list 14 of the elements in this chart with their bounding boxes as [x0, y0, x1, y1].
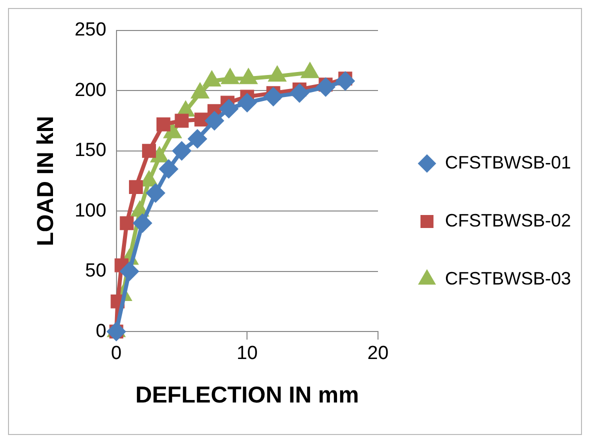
legend-label: CFSTBWSB-03	[444, 268, 572, 288]
y-tick-label: 0	[96, 320, 106, 342]
legend-label: CFSTBWSB-01	[444, 152, 572, 172]
y-tick-label: 50	[85, 260, 106, 282]
y-tick-label: 150	[74, 140, 106, 162]
y-tick-label: 100	[74, 200, 106, 222]
x-tick-label: 10	[236, 343, 258, 364]
y-axis-title: LOAD IN kN	[32, 116, 58, 246]
y-tick-label: 250	[74, 20, 106, 41]
x-axis-title: DEFLECTION IN mm	[135, 382, 359, 408]
legend-label: CFSTBWSB-02	[444, 210, 572, 230]
y-tick-label: 200	[74, 80, 106, 101]
x-tick-label: 0	[111, 343, 122, 364]
x-tick-label: 20	[367, 343, 389, 364]
